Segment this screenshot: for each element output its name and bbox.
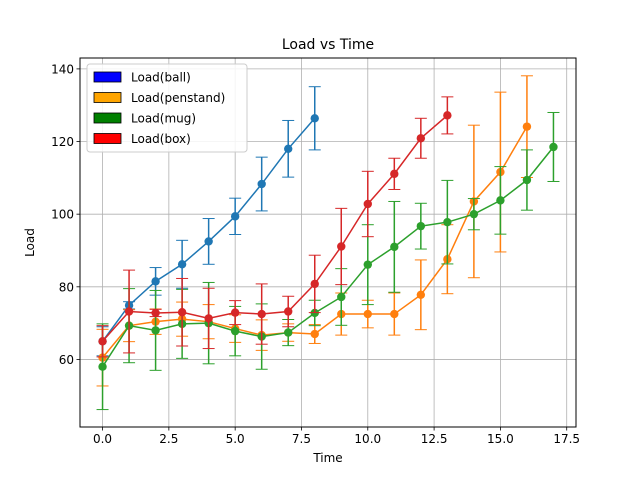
data-point bbox=[310, 329, 319, 339]
data-point bbox=[363, 309, 372, 319]
x-tick-label: 2.5 bbox=[159, 432, 178, 446]
y-tick-label: 100 bbox=[51, 208, 74, 222]
data-point bbox=[98, 362, 107, 371]
data-point bbox=[390, 309, 399, 319]
x-tick-label: 0.0 bbox=[93, 432, 112, 446]
x-tick-label: 7.5 bbox=[292, 432, 311, 446]
data-point bbox=[230, 212, 240, 221]
x-tick-label: 12.5 bbox=[421, 432, 448, 446]
data-point bbox=[337, 292, 346, 302]
data-point bbox=[257, 309, 266, 319]
data-point bbox=[496, 196, 505, 205]
data-point bbox=[124, 307, 134, 316]
chart-title: Load vs Time bbox=[282, 37, 374, 53]
data-point bbox=[443, 111, 452, 120]
y-tick-label: 120 bbox=[51, 135, 74, 149]
x-tick-label: 5.0 bbox=[226, 432, 245, 446]
legend-swatch bbox=[93, 112, 122, 124]
data-point bbox=[284, 307, 293, 316]
legend-item: Load(mug) bbox=[93, 112, 196, 126]
series-layer bbox=[96, 75, 560, 411]
legend-label: Load(ball) bbox=[131, 71, 191, 85]
data-point bbox=[363, 260, 372, 269]
legend-swatch bbox=[93, 71, 122, 83]
data-point bbox=[284, 144, 293, 153]
y-tick-label: 80 bbox=[59, 280, 74, 294]
series-line bbox=[101, 146, 555, 368]
data-point bbox=[151, 277, 160, 286]
x-axis-label: Time bbox=[312, 451, 342, 465]
legend-swatch bbox=[93, 133, 122, 144]
series-line bbox=[101, 114, 448, 342]
data-point bbox=[257, 179, 266, 189]
data-point bbox=[337, 242, 346, 251]
y-axis-label: Load bbox=[23, 228, 37, 257]
data-point bbox=[469, 209, 479, 219]
data-point bbox=[390, 169, 399, 179]
x-tick-label: 10.0 bbox=[354, 432, 381, 446]
data-point bbox=[284, 328, 293, 337]
data-point bbox=[416, 221, 426, 231]
data-point bbox=[204, 237, 213, 246]
legend-item: Load(box) bbox=[93, 132, 191, 146]
data-point bbox=[363, 199, 372, 209]
data-point bbox=[98, 337, 107, 346]
plot-frame bbox=[79, 57, 577, 428]
legend-frame bbox=[86, 63, 248, 153]
data-point bbox=[416, 290, 426, 299]
legend-swatch bbox=[93, 92, 122, 103]
legend-label: Load(mug) bbox=[131, 112, 196, 126]
data-point bbox=[177, 260, 187, 269]
data-point bbox=[522, 122, 532, 131]
y-tick-label: 60 bbox=[59, 353, 74, 367]
data-point bbox=[177, 308, 187, 317]
legend: Load(ball) Load(penstand) Load(mug) Load(bo… bbox=[86, 63, 248, 153]
x-axis: 0.0 2.5 5.0 7.5 10.0 12.5 15.0 17.5 bbox=[93, 427, 580, 446]
legend-label: Load(penstand) bbox=[131, 91, 225, 105]
legend-item: Load(ball) bbox=[93, 71, 191, 85]
y-tick-label: 140 bbox=[51, 62, 74, 76]
data-point bbox=[204, 314, 213, 323]
x-tick-label: 15.0 bbox=[487, 432, 514, 446]
series-3 bbox=[96, 96, 454, 358]
legend-label: Load(box) bbox=[131, 132, 191, 146]
data-point bbox=[151, 308, 160, 318]
x-tick-label: 17.5 bbox=[553, 432, 580, 446]
data-point bbox=[390, 242, 399, 252]
data-point bbox=[151, 326, 160, 335]
data-point bbox=[549, 142, 558, 152]
data-point bbox=[310, 279, 319, 289]
y-axis: 60 80 100 120 140 bbox=[51, 62, 80, 367]
data-point bbox=[443, 217, 452, 227]
data-point bbox=[310, 114, 319, 123]
data-point bbox=[522, 175, 532, 185]
data-point bbox=[416, 134, 426, 143]
data-point bbox=[230, 308, 240, 317]
legend-item: Load(penstand) bbox=[93, 91, 225, 105]
data-point bbox=[230, 326, 240, 336]
